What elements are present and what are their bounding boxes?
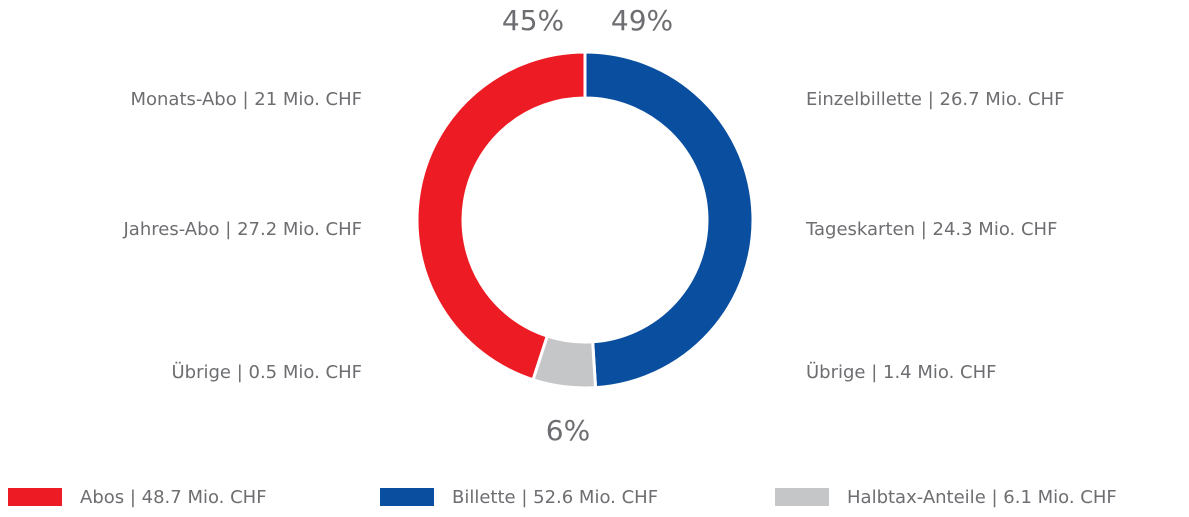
annotation: Einzelbillette | 26.7 Mio. CHF [806, 89, 1064, 110]
annotation: Übrige | 1.4 Mio. CHF [806, 361, 997, 383]
legend-label: Abos | 48.7 Mio. CHF [80, 487, 267, 508]
annotation: Jahres-Abo | 27.2 Mio. CHF [123, 219, 363, 240]
annotation: Tageskarten | 24.3 Mio. CHF [805, 219, 1057, 240]
donut-slice [415, 50, 587, 382]
legend-swatch [8, 488, 62, 506]
donut-slice [531, 334, 598, 390]
legend-label: Billette | 52.6 Mio. CHF [452, 487, 658, 508]
legend-swatch [775, 488, 829, 506]
legend-label: Halbtax-Anteile | 6.1 Mio. CHF [847, 487, 1117, 508]
annotation: Monats-Abo | 21 Mio. CHF [130, 89, 362, 110]
value-label: 49% [611, 4, 673, 37]
annotation: Übrige | 0.5 Mio. CHF [172, 361, 363, 383]
donut-slice [583, 50, 755, 390]
legend-swatch [380, 488, 434, 506]
value-label: 45% [502, 4, 564, 37]
value-label: 6% [546, 414, 590, 447]
